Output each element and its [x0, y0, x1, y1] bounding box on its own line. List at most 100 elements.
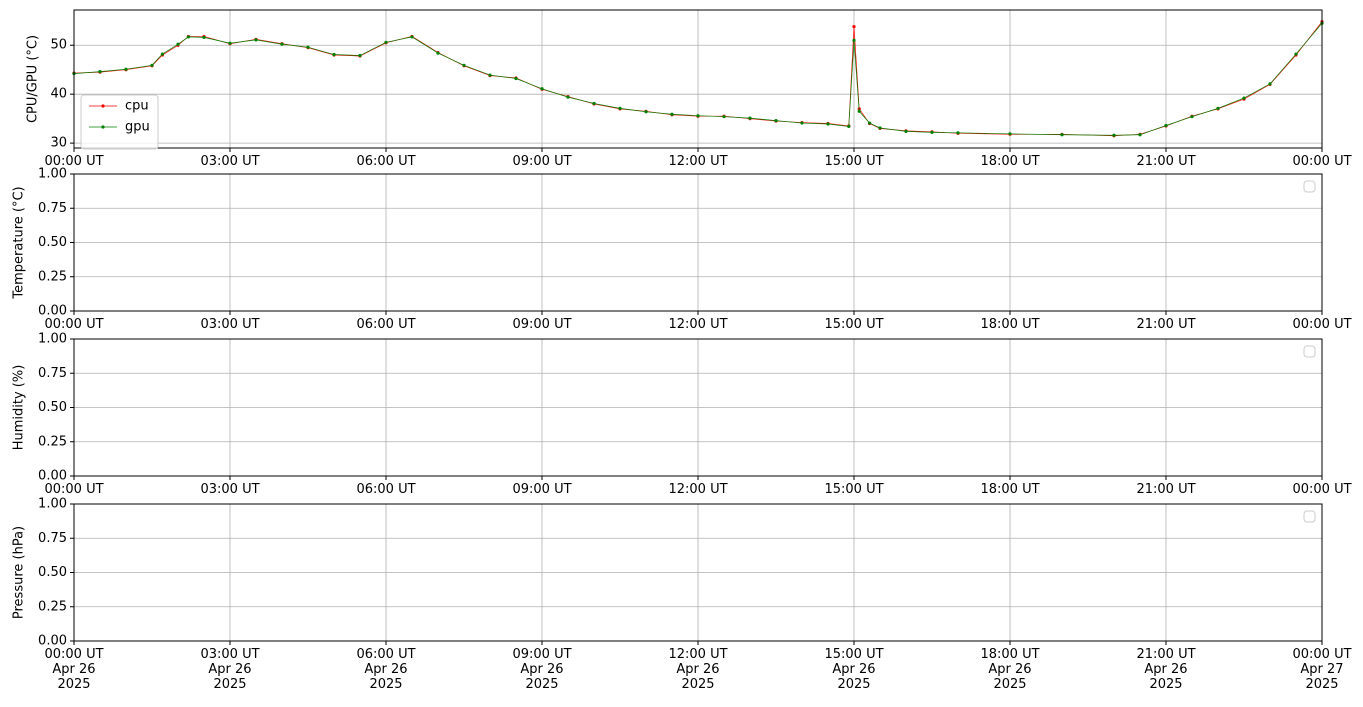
data-point [98, 70, 102, 74]
x-tick-label: 15:00 UT [824, 154, 884, 169]
legend-box [1303, 180, 1316, 193]
y-tick-label: 0.00 [38, 304, 67, 319]
data-point [1164, 123, 1168, 128]
data-point [280, 42, 284, 46]
x-tick-label: 00:00 UT [44, 317, 104, 332]
plot-frame [73, 338, 1323, 477]
x-tick-label: 18:00 UT [980, 154, 1040, 169]
data-point [1008, 132, 1012, 136]
y-tick-label: 30 [50, 136, 67, 151]
legend-label: gpu [125, 120, 150, 135]
data-point [436, 51, 440, 55]
data-point [722, 115, 726, 119]
x-tick-label: 09:00 UT Apr 26 2025 [512, 647, 572, 692]
y-tick-label: 0.75 [38, 531, 67, 546]
y-tick-label: 0.00 [38, 469, 67, 484]
data-point [868, 121, 872, 125]
plot-frame [73, 173, 1323, 312]
plot-frame [73, 503, 1323, 642]
data-point [852, 25, 856, 29]
legend [1303, 180, 1316, 193]
x-tick-label: 03:00 UT [200, 154, 260, 169]
x-tick-label: 09:00 UT [512, 482, 572, 497]
x-tick-label: 00:00 UT [1292, 154, 1352, 169]
y-tick-label: 0.75 [38, 366, 67, 381]
legend-box [80, 94, 159, 150]
y-axis-label: Temperature (°C) [12, 186, 27, 299]
data-point [1242, 96, 1246, 100]
data-point [774, 118, 778, 123]
x-tick-label: 00:00 UT [1292, 482, 1352, 497]
data-point [847, 124, 851, 129]
x-tick-label: 12:00 UT [668, 317, 728, 332]
x-tick-label: 12:00 UT Apr 26 2025 [668, 647, 728, 692]
data-point [1112, 133, 1116, 137]
legend-marker [101, 125, 105, 129]
data-point [228, 41, 232, 45]
data-point [904, 129, 908, 133]
data-point [332, 52, 336, 57]
legend-box [1303, 345, 1316, 358]
legend-label: cpu [125, 99, 149, 114]
x-tick-label: 18:00 UT [980, 317, 1040, 332]
x-tick-label: 15:00 UT [824, 482, 884, 497]
y-tick-label: 0.25 [38, 269, 67, 284]
plot-frame [73, 9, 1323, 149]
x-tick-label: 21:00 UT [1136, 482, 1196, 497]
data-point [592, 101, 596, 106]
data-point [748, 116, 752, 120]
x-tick-label: 12:00 UT [668, 482, 728, 497]
x-tick-label: 00:00 UT [1292, 317, 1352, 332]
y-axis-label: CPU/GPU (°C) [26, 35, 41, 123]
data-point [160, 52, 164, 56]
y-tick-label: 50 [50, 38, 67, 53]
x-tick-label: 03:00 UT Apr 26 2025 [200, 647, 260, 692]
x-tick-label: 15:00 UT Apr 26 2025 [824, 647, 884, 692]
x-tick-label: 18:00 UT Apr 26 2025 [980, 647, 1040, 692]
x-tick-label: 00:00 UT Apr 26 2025 [44, 647, 104, 692]
data-point [202, 35, 206, 40]
x-tick-label: 21:00 UT [1136, 317, 1196, 332]
y-tick-label: 0.25 [38, 599, 67, 614]
x-tick-label: 06:00 UT [356, 482, 416, 497]
x-tick-label: 12:00 UT [668, 154, 728, 169]
data-point [800, 121, 804, 125]
y-tick-label: 40 [50, 87, 67, 102]
data-point [514, 76, 518, 81]
y-tick-label: 0.50 [38, 235, 67, 250]
y-axis-label: Humidity (%) [12, 365, 27, 451]
x-tick-label: 00:00 UT Apr 27 2025 [1292, 647, 1352, 692]
y-tick-label: 1.00 [38, 332, 67, 347]
y-tick-label: 0.50 [38, 565, 67, 580]
data-point [358, 53, 362, 58]
data-point [618, 106, 622, 110]
data-point [930, 130, 934, 134]
y-axis-label: Pressure (hPa) [12, 526, 27, 619]
x-tick-label: 09:00 UT [512, 317, 572, 332]
data-point [826, 122, 830, 126]
legend [1303, 345, 1316, 358]
legend-marker [101, 104, 105, 108]
y-tick-label: 0.50 [38, 400, 67, 415]
data-point [540, 87, 544, 91]
x-tick-label: 15:00 UT [824, 317, 884, 332]
data-point [1190, 115, 1194, 119]
data-point [186, 35, 190, 39]
x-tick-label: 21:00 UT Apr 26 2025 [1136, 647, 1196, 692]
data-point [462, 63, 466, 67]
x-tick-label: 03:00 UT [200, 317, 260, 332]
y-tick-label: 0.00 [38, 634, 67, 649]
data-point [670, 112, 674, 116]
x-tick-label: 00:00 UT [44, 154, 104, 169]
data-point [176, 42, 180, 46]
data-point [644, 110, 648, 114]
x-tick-label: 06:00 UT [356, 317, 416, 332]
data-point [1138, 133, 1142, 137]
x-tick-label: 03:00 UT [200, 482, 260, 497]
data-point [488, 73, 492, 77]
data-point [956, 131, 960, 135]
data-point [1268, 82, 1272, 86]
y-tick-label: 0.25 [38, 434, 67, 449]
